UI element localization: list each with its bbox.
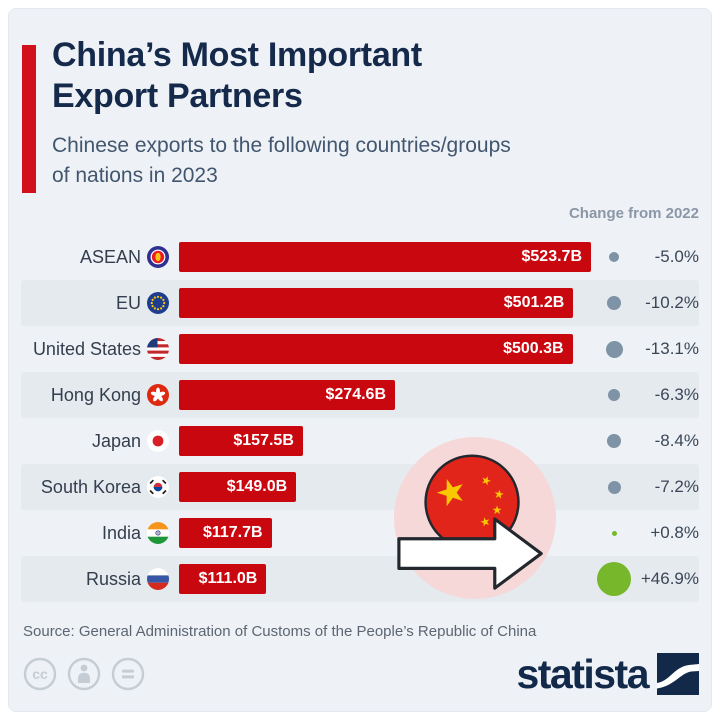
change-percent-label: +46.9% — [640, 569, 699, 588]
bar-track: $523.7B — [179, 242, 591, 272]
positive-change-dot — [597, 562, 631, 596]
row-label: India — [101, 522, 141, 543]
svg-text:★: ★ — [492, 503, 503, 517]
negative-change-dot — [607, 434, 621, 448]
flag-asean-icon — [147, 246, 169, 268]
bar-value-label: $149.0B — [226, 478, 288, 495]
export-value-bar: $523.7B — [179, 242, 591, 272]
chart-row-asean: ASEAN $523.7B -5.0% — [21, 234, 699, 280]
row-label: United States — [32, 338, 141, 359]
svg-text:★: ★ — [478, 514, 492, 530]
export-value-bar: $501.2B — [179, 288, 574, 318]
svg-text:cc: cc — [32, 666, 48, 682]
bar-track: $157.5B — [179, 426, 591, 456]
change-percent-label: -8.4% — [654, 431, 699, 450]
chart-row-kr: South Korea $149.0B -7.2% — [21, 464, 699, 510]
change-dot-cell — [591, 480, 637, 494]
page-subtitle: Chinese exports to the following countri… — [52, 131, 511, 191]
change-column-header: Change from 2022 — [568, 205, 699, 222]
row-label: Japan — [91, 430, 141, 451]
statista-logo-mark-icon — [657, 653, 699, 695]
flag-eu-icon — [147, 292, 169, 314]
svg-text:★: ★ — [493, 486, 506, 502]
license-icons: cc — [23, 657, 145, 691]
change-dot-cell — [591, 252, 637, 262]
chart-row-jp: Japan $157.5B -8.4% — [21, 418, 699, 464]
row-label: EU — [115, 292, 141, 313]
row-label: South Korea — [40, 476, 141, 497]
negative-change-dot — [608, 389, 620, 401]
bar-track: $500.3B — [179, 334, 591, 364]
export-value-bar: $274.6B — [179, 380, 395, 410]
bar-track: $149.0B — [179, 472, 591, 502]
statista-wordmark: statista — [516, 651, 649, 697]
bar-value-label: $274.6B — [325, 386, 387, 403]
attribution-person-icon — [67, 657, 101, 691]
bar-track: $501.2B — [179, 288, 591, 318]
negative-change-dot — [607, 480, 621, 494]
change-dot-cell — [591, 389, 637, 401]
equals-icon — [111, 657, 145, 691]
export-value-bar: $157.5B — [179, 426, 303, 456]
title-line-2: Export Partners — [52, 77, 303, 115]
change-percent-label: -13.1% — [645, 339, 699, 358]
bar-track: $274.6B — [179, 380, 591, 410]
title-accent-bar — [22, 45, 36, 193]
negative-change-dot — [607, 296, 621, 310]
export-value-bar: $149.0B — [179, 472, 297, 502]
bar-track: $111.0B — [179, 564, 591, 594]
change-dot-cell — [591, 530, 637, 536]
title-line-1: China’s Most Important — [52, 36, 422, 74]
bar-value-label: $111.0B — [198, 570, 258, 587]
svg-text:★: ★ — [479, 472, 494, 489]
negative-change-dot — [605, 340, 623, 358]
page-title: China’s Most Important Export Partners — [52, 35, 422, 117]
cc-icon: cc — [23, 657, 57, 691]
flag-us-icon — [147, 338, 169, 360]
bar-value-label: $157.5B — [233, 432, 294, 449]
negative-change-dot — [609, 252, 619, 262]
change-percent-label: -7.2% — [654, 477, 699, 496]
flag-hk-icon — [147, 384, 169, 406]
chart-row-hk: Hong Kong $274.6B -6.3% — [21, 372, 699, 418]
export-value-bar: $117.7B — [179, 518, 272, 548]
change-percent-label: -5.0% — [654, 247, 699, 266]
chart-row-us: United States $500.3B -13.1% — [21, 326, 699, 372]
bar-track: $117.7B — [179, 518, 591, 548]
row-label: Russia — [85, 568, 141, 589]
chart-row-ru: Russia $111.0B +46.9% — [21, 556, 699, 602]
bar-value-label: $117.7B — [202, 524, 263, 541]
bar-value-label: $500.3B — [503, 340, 564, 357]
export-value-bar: $500.3B — [179, 334, 573, 364]
subtitle-line-2: of nations in 2023 — [52, 164, 218, 187]
chart-row-in: India $117.7B +0.8% — [21, 510, 699, 556]
export-value-bar: $111.0B — [179, 564, 267, 594]
flag-jp-icon — [147, 430, 169, 452]
china-flag-arrow-illustration: ★ ★ ★ ★ ★ — [391, 433, 559, 601]
row-label: ASEAN — [79, 246, 141, 267]
positive-change-dot — [611, 530, 617, 536]
source-text: Source: General Administration of Custom… — [23, 623, 537, 640]
chart-row-eu: EU $501.2B -10.2% — [21, 280, 699, 326]
change-percent-label: -10.2% — [645, 293, 699, 312]
change-dot-cell — [591, 340, 637, 358]
change-percent-label: +0.8% — [650, 523, 699, 542]
bar-chart-rows: ASEAN $523.7B -5.0% EU $501.2B -10.2% United S… — [9, 234, 711, 602]
change-dot-cell — [591, 562, 637, 596]
bar-value-label: $501.2B — [503, 294, 565, 311]
change-dot-cell — [591, 296, 637, 310]
flag-in-icon — [147, 522, 169, 544]
change-dot-cell — [591, 434, 637, 448]
infographic-canvas: China’s Most Important Export Partners C… — [8, 8, 712, 712]
flag-ru-icon — [147, 568, 169, 590]
subtitle-line-1: Chinese exports to the following countri… — [52, 134, 511, 157]
flag-kr-icon — [147, 476, 169, 498]
row-label: Hong Kong — [50, 384, 141, 405]
change-percent-label: -6.3% — [654, 385, 699, 404]
bar-value-label: $523.7B — [521, 248, 583, 265]
statista-logo: statista — [516, 653, 699, 695]
